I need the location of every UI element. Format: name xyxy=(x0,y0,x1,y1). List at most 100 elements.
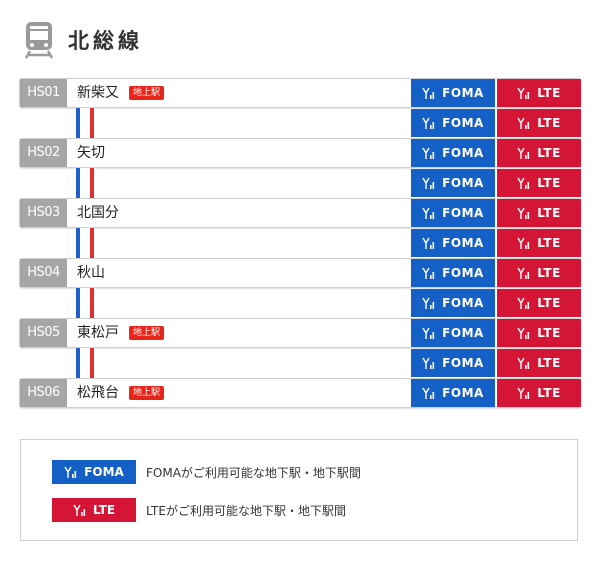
lte-legend-badge: LTE xyxy=(52,498,136,522)
foma-label: FOMA xyxy=(442,356,484,370)
signal-antenna-icon xyxy=(517,207,530,219)
lte-label: LTE xyxy=(537,146,561,160)
lte-label: LTE xyxy=(537,206,561,220)
section-row: FOMA LTE xyxy=(19,228,581,258)
signal-antenna-icon xyxy=(517,147,530,159)
legend-box: FOMA FOMAがご利用可能な地下駅・地下駅間 LTE LTEがご利用可能な地… xyxy=(20,439,578,541)
foma-signal-tag: FOMA xyxy=(411,79,495,107)
foma-label: FOMA xyxy=(442,146,484,160)
lte-signal-tag: LTE xyxy=(497,379,581,407)
station-name-wrap: 東松戸 地上駅 xyxy=(77,319,165,347)
foma-label: FOMA xyxy=(442,386,484,400)
foma-signal-tag: FOMA xyxy=(411,259,495,287)
lte-legend-label: LTE xyxy=(92,503,116,517)
station-row[interactable]: HS04 秋山 FOMA LTE xyxy=(19,258,581,288)
lte-legend-text: LTEがご利用可能な地下駅・地下駅間 xyxy=(146,503,346,518)
lte-label: LTE xyxy=(537,266,561,280)
signal-antenna-icon xyxy=(517,357,530,369)
station-name: 東松戸 xyxy=(77,325,119,341)
section-row: FOMA LTE xyxy=(19,348,581,378)
station-code: HS04 xyxy=(20,259,67,287)
signal-antenna-icon xyxy=(73,504,86,516)
foma-legend-badge: FOMA xyxy=(52,460,136,484)
lte-signal-tag: LTE xyxy=(497,109,581,137)
signal-antenna-icon xyxy=(422,177,435,189)
lte-label: LTE xyxy=(537,176,561,190)
lte-label: LTE xyxy=(537,356,561,370)
signal-antenna-icon xyxy=(517,237,530,249)
lte-signal-tag: LTE xyxy=(497,139,581,167)
station-row[interactable]: HS01 新柴又 地上駅 FOMA LTE xyxy=(19,78,581,108)
signal-antenna-icon xyxy=(517,267,530,279)
foma-label: FOMA xyxy=(442,86,484,100)
foma-signal-tag: FOMA xyxy=(411,199,495,227)
signal-antenna-icon xyxy=(422,147,435,159)
lte-label: LTE xyxy=(537,116,561,130)
track-line xyxy=(76,288,102,318)
ground-station-badge: 地上駅 xyxy=(129,326,165,340)
track-line xyxy=(76,168,102,198)
track-line xyxy=(76,108,102,138)
signal-antenna-icon xyxy=(422,387,435,399)
section-row: FOMA LTE xyxy=(19,168,581,198)
track-line xyxy=(76,228,102,258)
lte-signal-tag: LTE xyxy=(497,259,581,287)
ground-station-badge: 地上駅 xyxy=(129,386,165,400)
legend-item-lte: LTE LTEがご利用可能な地下駅・地下駅間 xyxy=(52,498,346,522)
signal-antenna-icon xyxy=(422,267,435,279)
lte-signal-tag: LTE xyxy=(497,319,581,347)
signal-antenna-icon xyxy=(517,87,530,99)
station-code: HS01 xyxy=(20,79,67,107)
station-row[interactable]: HS06 松飛台 地上駅 FOMA LTE xyxy=(19,378,581,408)
station-name: 秋山 xyxy=(77,265,105,281)
station-row[interactable]: HS02 矢切 FOMA LTE xyxy=(19,138,581,168)
ground-station-badge: 地上駅 xyxy=(129,86,165,100)
station-code: HS02 xyxy=(20,139,67,167)
page-title: 北総線 xyxy=(68,29,143,53)
station-name-wrap: 秋山 xyxy=(77,259,105,287)
lte-signal-tag: LTE xyxy=(497,349,581,377)
track-line xyxy=(76,348,102,378)
signal-antenna-icon xyxy=(517,117,530,129)
lte-label: LTE xyxy=(537,86,561,100)
signal-antenna-icon xyxy=(422,87,435,99)
lte-signal-tag: LTE xyxy=(497,169,581,197)
page-header: 北総線 xyxy=(22,18,143,62)
lte-label: LTE xyxy=(537,296,561,310)
station-name: 松飛台 xyxy=(77,385,119,401)
signal-antenna-icon xyxy=(517,297,530,309)
signal-antenna-icon xyxy=(517,177,530,189)
station-name: 北国分 xyxy=(77,205,119,221)
section-row: FOMA LTE xyxy=(19,288,581,318)
lte-label: LTE xyxy=(537,326,561,340)
lte-label: LTE xyxy=(537,236,561,250)
lte-label: LTE xyxy=(537,386,561,400)
lte-signal-tag: LTE xyxy=(497,79,581,107)
lte-signal-tag: LTE xyxy=(497,229,581,257)
station-row[interactable]: HS03 北国分 FOMA LTE xyxy=(19,198,581,228)
signal-antenna-icon xyxy=(422,117,435,129)
foma-signal-tag: FOMA xyxy=(411,319,495,347)
signal-antenna-icon xyxy=(422,207,435,219)
foma-label: FOMA xyxy=(442,236,484,250)
foma-signal-tag: FOMA xyxy=(411,349,495,377)
line-station-list: HS01 新柴又 地上駅 FOMA LTE FOMA LTE HS02 矢切 FO… xyxy=(19,78,581,408)
signal-antenna-icon xyxy=(517,327,530,339)
foma-label: FOMA xyxy=(442,206,484,220)
foma-legend-label: FOMA xyxy=(84,465,124,479)
signal-antenna-icon xyxy=(422,297,435,309)
signal-antenna-icon xyxy=(422,237,435,249)
lte-signal-tag: LTE xyxy=(497,289,581,317)
signal-antenna-icon xyxy=(64,466,77,478)
station-code: HS03 xyxy=(20,199,67,227)
foma-label: FOMA xyxy=(442,296,484,310)
station-name: 新柴又 xyxy=(77,85,119,101)
station-name-wrap: 矢切 xyxy=(77,139,105,167)
station-code: HS06 xyxy=(20,379,67,407)
foma-signal-tag: FOMA xyxy=(411,139,495,167)
foma-label: FOMA xyxy=(442,266,484,280)
train-icon xyxy=(24,22,54,59)
station-row[interactable]: HS05 東松戸 地上駅 FOMA LTE xyxy=(19,318,581,348)
foma-signal-tag: FOMA xyxy=(411,229,495,257)
station-name: 矢切 xyxy=(77,145,105,161)
